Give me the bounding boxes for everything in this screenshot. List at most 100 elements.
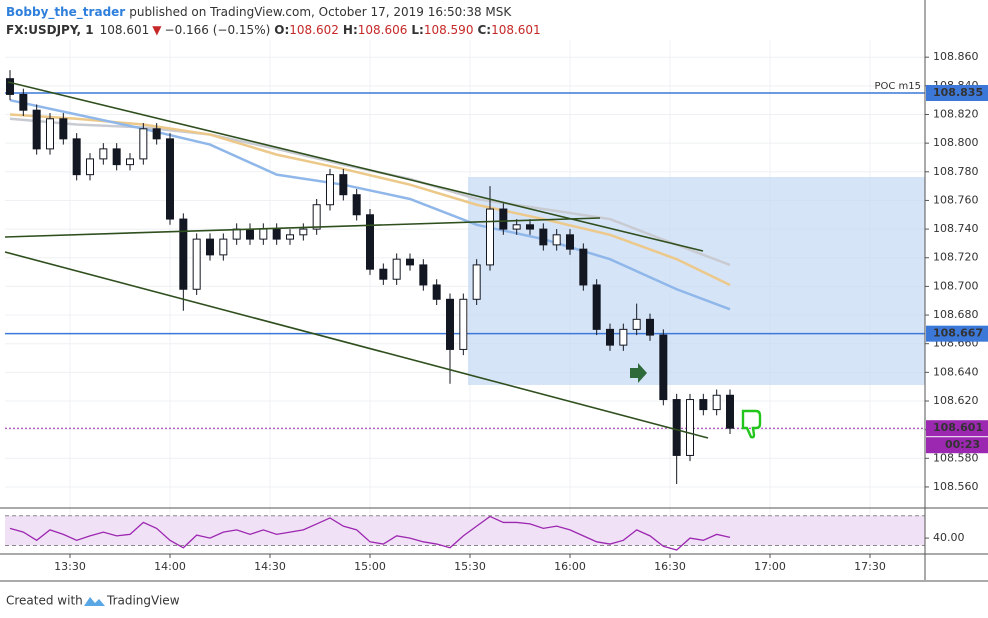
candle-body <box>579 248 588 286</box>
y-tick-label: 108.860 <box>933 50 979 63</box>
x-tick-label: 17:00 <box>754 560 786 573</box>
candle-body <box>512 224 521 230</box>
candle-body <box>379 268 388 280</box>
candle-body <box>46 118 54 150</box>
trend-line <box>4 217 601 238</box>
last-price: 108.601 <box>100 23 150 37</box>
candle-body <box>99 148 108 160</box>
change: −0.166 (−0.15%) <box>165 23 271 37</box>
x-tick-label: 17:30 <box>854 560 886 573</box>
trend-line <box>7 81 704 252</box>
moving-average <box>9 98 731 311</box>
candle-body <box>219 238 228 256</box>
x-tick-label: 16:30 <box>654 560 686 573</box>
published: published on TradingView.com, October 17… <box>129 5 512 19</box>
y-tick-label: 108.820 <box>933 107 979 120</box>
candle-body <box>659 334 668 401</box>
rsi-pane <box>5 515 925 551</box>
candle-body <box>259 228 268 240</box>
x-tick-label: 14:00 <box>154 560 186 573</box>
y-tick-label: 108.620 <box>933 394 979 407</box>
y-tick-label: 108.560 <box>933 480 979 493</box>
y-tick-label: 108.580 <box>933 451 979 464</box>
candle-body <box>19 93 28 111</box>
y-tick-label: 108.720 <box>933 251 979 264</box>
y-tick-label: 108.680 <box>933 308 979 321</box>
level-label-box <box>926 420 988 437</box>
candle-body <box>459 298 468 350</box>
y-tick-label: 108.640 <box>933 365 979 378</box>
candle-body <box>406 258 414 266</box>
y-tick-label: 108.700 <box>933 279 979 292</box>
x-tick-label: 13:30 <box>54 560 86 573</box>
y-tick-label: 108.800 <box>933 136 979 149</box>
candle-body <box>166 138 174 220</box>
moving-average <box>9 113 731 287</box>
candle-body <box>272 228 281 240</box>
candle-body <box>392 258 401 280</box>
countdown-box <box>926 437 988 454</box>
candle-body <box>352 194 361 216</box>
high-label: H: <box>343 23 358 37</box>
x-tick-label: 14:30 <box>254 560 286 573</box>
candle-body <box>286 234 294 240</box>
rsi-line <box>9 515 731 551</box>
candle-body <box>339 174 348 196</box>
candle-body <box>206 238 214 256</box>
x-tick-label: 15:30 <box>454 560 486 573</box>
level-label-box <box>926 85 988 102</box>
candle-body <box>672 399 681 456</box>
rsi-band <box>5 515 925 546</box>
candle-body <box>592 284 601 330</box>
candle-body <box>606 328 614 346</box>
candle-body <box>126 158 134 166</box>
candle-body <box>32 109 41 150</box>
candle-body <box>619 328 628 346</box>
candles <box>6 70 734 485</box>
candle-body <box>646 318 654 336</box>
symbol: FX:USDJPY, 1 <box>6 23 94 37</box>
level-label: 108.667 <box>933 327 983 340</box>
low-value: 108.590 <box>424 23 474 37</box>
y-tick-label: 108.740 <box>933 222 979 235</box>
candle-body <box>632 318 641 330</box>
candle-body <box>486 208 494 266</box>
candle-body <box>419 264 428 286</box>
rsi-tick-label: 40.00 <box>933 531 965 544</box>
candle-body <box>86 158 94 176</box>
candle-body <box>59 118 68 140</box>
high-value: 108.606 <box>358 23 408 37</box>
axes: 108.560108.580108.600108.620108.640108.6… <box>0 0 988 582</box>
candle-body <box>432 284 441 300</box>
x-tick-label: 15:00 <box>354 560 386 573</box>
candle-body <box>192 238 201 290</box>
open-value: 108.602 <box>289 23 339 37</box>
close-value: 108.601 <box>491 23 541 37</box>
candle-body <box>139 128 148 160</box>
level-name: POC m15 <box>874 81 921 92</box>
candle-body <box>566 234 574 250</box>
candle-body <box>539 228 548 246</box>
close-label: C: <box>477 23 491 37</box>
footer-brand[interactable]: TradingView <box>106 594 180 608</box>
candle-body <box>712 394 721 411</box>
candle-body <box>152 128 161 140</box>
candle-body <box>112 148 121 166</box>
candle-body <box>366 214 374 270</box>
candle-body <box>472 264 481 300</box>
open-label: O: <box>274 23 289 37</box>
change-arrow: ▼ <box>152 23 162 37</box>
candle-body <box>6 78 14 95</box>
candle-body <box>179 218 188 290</box>
tradingview-logo <box>84 597 105 606</box>
candle-body <box>726 394 734 429</box>
header-line-1: Bobby_the_trader published on TradingView… <box>6 5 512 20</box>
candle-body <box>72 138 81 176</box>
level-label-box <box>926 325 988 342</box>
trend-line <box>4 251 709 439</box>
candle-body <box>232 228 241 240</box>
candle-body <box>552 234 561 246</box>
candle-body <box>299 228 308 236</box>
author: Bobby_the_trader <box>6 5 125 20</box>
header-line-2: FX:USDJPY, 1 108.601 ▼ −0.166 (−0.15%) O:108… <box>6 23 541 37</box>
